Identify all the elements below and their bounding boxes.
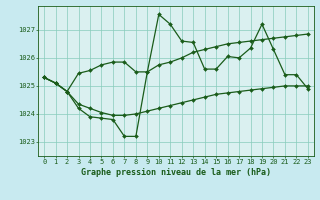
X-axis label: Graphe pression niveau de la mer (hPa): Graphe pression niveau de la mer (hPa) — [81, 168, 271, 177]
